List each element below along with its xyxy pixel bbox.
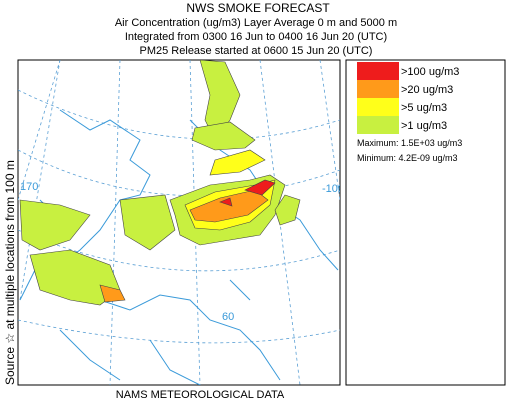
smoke-plume <box>19 199 91 251</box>
title: NWS SMOKE FORECAST <box>186 1 330 15</box>
legend-label: >100 ug/m3 <box>401 66 459 78</box>
side-label: Source ☆ at multiple locations from 100 … <box>3 160 17 385</box>
subtitle: Air Concentration (ug/m3) Layer Average … <box>115 17 397 29</box>
latitude-label: 60 <box>222 311 234 323</box>
maximum: Maximum: 1.5E+03 ug/m3 <box>357 138 462 148</box>
legend: >100 ug/m3 >20 ug/m3 >5 ug/m3 >1 ug/m3 <box>357 62 459 134</box>
subtitle: PM25 Release started at 0600 15 Jun 20 (… <box>140 45 373 57</box>
smoke-plume <box>189 189 269 223</box>
longitude-label: 170 <box>20 181 38 193</box>
subtitle: Integrated from 0300 16 Jun to 0400 16 J… <box>125 31 387 43</box>
minimum: Minimum: 4.2E-09 ug/m3 <box>357 153 458 163</box>
footer: NAMS METEOROLOGICAL DATA <box>116 389 285 401</box>
legend-label: >1 ug/m3 <box>401 120 447 132</box>
map: 170 -100 60 <box>17 59 344 386</box>
legend-label: >5 ug/m3 <box>401 102 447 114</box>
smoke-plume <box>274 194 301 226</box>
smoke-plume <box>219 179 276 207</box>
smoke-plume <box>209 149 266 176</box>
smoke-plume <box>119 194 176 251</box>
legend-swatch <box>357 62 399 80</box>
smoke-plume <box>191 121 256 151</box>
legend-label: >20 ug/m3 <box>401 84 453 96</box>
longitude-label: -100 <box>322 183 344 195</box>
legend-swatch <box>357 98 399 116</box>
smoke-plume <box>99 284 126 303</box>
legend-swatch <box>357 116 399 134</box>
legend-swatch <box>357 80 399 98</box>
